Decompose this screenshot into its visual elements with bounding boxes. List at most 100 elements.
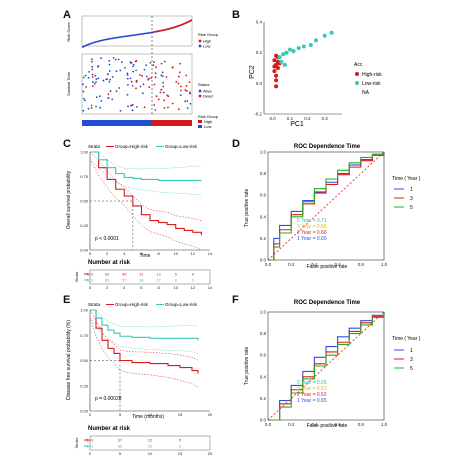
risk-count: 0 <box>192 278 195 283</box>
x-tick-label: 4 <box>123 251 126 256</box>
y-tick-label: 1.0 <box>260 150 267 155</box>
risk-count: 112 <box>87 272 94 277</box>
survival-point <box>148 86 151 89</box>
risk-count: 22 <box>148 444 153 449</box>
pca-point <box>291 49 296 54</box>
x-tick-label: 0 <box>89 412 92 417</box>
roc-curve-5-year <box>268 152 385 261</box>
x-tick-label: 0.2 <box>288 262 295 267</box>
panel-a-risk-legend: Risk Group High Low <box>198 32 219 49</box>
panel-c-km-figure: Strata Group=High-risk Group=Low-risk 0 2… <box>66 144 213 290</box>
panel-f-xlabel: False positive rate <box>307 423 348 429</box>
x-tick-label: 12 <box>191 251 196 256</box>
y-tick-label: 0.50 <box>80 199 89 204</box>
y-tick-label: 0.25 <box>80 383 89 388</box>
ci-upper-high <box>89 309 199 361</box>
risk-count: 12 <box>156 272 161 277</box>
survival-point <box>108 70 111 72</box>
survival-point <box>180 85 182 88</box>
panel-b-pca-figure: 0.0 0.1 0.2 0.3 -0.2 0.0 0.2 0.4 PC2 PC1 Acc Hi… <box>249 20 382 129</box>
bar-legend-low-swatch <box>198 125 202 128</box>
survival-point <box>111 76 114 78</box>
risk-table-side-label: Strata <box>74 437 79 448</box>
y-tick-label: 0.4 <box>256 20 263 25</box>
survival-point <box>185 84 188 87</box>
ci-upper-high <box>89 151 202 222</box>
survival-point <box>85 86 87 88</box>
panel-f-auc-2: 2 Year = 0.62 <box>297 392 327 398</box>
risk-count: 85 <box>105 278 110 283</box>
panel-b-plot: 0.0 0.1 0.2 0.3 -0.2 0.0 0.2 0.4 <box>254 20 342 121</box>
survival-point <box>139 74 141 76</box>
panel-e-plot: 0 5 10 15 20 0.00 0.25 0.50 0.75 1.00 <box>80 308 213 418</box>
panel-c-legend-high: Group=High-risk <box>115 144 149 149</box>
survival-point <box>135 81 138 83</box>
x-tick-label: 0.0 <box>265 422 272 427</box>
survival-point <box>91 85 94 87</box>
survival-point <box>82 109 85 112</box>
risk-x-tick: 2 <box>106 285 109 290</box>
y-tick-label: 1.0 <box>260 310 267 315</box>
risk-x-tick: 0 <box>89 285 92 290</box>
roc-reference-line <box>267 151 385 261</box>
pca-point <box>274 73 279 78</box>
panel-e-km-figure: Strata Group=High-risk Group=Low-risk 0 5… <box>66 302 213 456</box>
survival-point <box>111 98 114 101</box>
y-tick-label: 0.4 <box>260 214 267 219</box>
x-tick-label: 0.2 <box>288 422 295 427</box>
survival-point <box>117 58 120 61</box>
panel-d-plot: 0.0 0.2 0.4 0.6 0.8 1.0 0.0 0.2 0.4 0.6 0.8 1.0 <box>260 150 388 268</box>
pca-point <box>277 55 282 60</box>
survival-point <box>163 99 165 102</box>
survival-point <box>189 92 191 95</box>
survival-point <box>143 68 146 71</box>
legend-dot-alive <box>198 89 202 93</box>
x-tick-label: 15 <box>178 412 183 417</box>
risk-table-frame <box>89 269 211 285</box>
panel-a-status-alive: Alive <box>203 89 212 94</box>
pca-point <box>274 78 279 83</box>
panel-f-roc-figure: ROC Dependence Time 0.0 0.2 0.4 0.6 0.8 1.00.… <box>244 300 421 429</box>
panel-f-legend: Time ( Year ) 1 3 5 <box>392 336 421 372</box>
survival-point <box>178 75 180 78</box>
panel-e-risk-title: Number at risk <box>88 426 131 432</box>
panel-c-legend-low: Group=Low-risk <box>165 144 198 149</box>
pca-point <box>288 47 292 52</box>
roc-curve-5-year <box>268 312 385 421</box>
x-tick-label: 0.8 <box>358 422 365 427</box>
survival-point <box>135 79 138 82</box>
panel-f-plot: 0.0 0.2 0.4 0.6 0.8 1.0 0.0 0.2 0.4 0.6 0.8 1.0 <box>260 310 388 428</box>
survival-point <box>119 109 122 112</box>
risk-x-tick: 12 <box>191 285 196 290</box>
survival-point <box>90 104 93 107</box>
survival-point <box>135 69 137 72</box>
panel-e-strata-label: Strata <box>88 302 101 307</box>
panel-a-risk-figure: Risk Score Survival Time Risk Group High… <box>66 15 219 129</box>
survival-point <box>130 104 132 107</box>
survival-point <box>97 77 100 80</box>
panel-a-bar-legend: Risk Group High Low <box>198 114 219 129</box>
pca-point <box>281 52 286 57</box>
survival-point <box>118 87 121 89</box>
survival-point <box>102 79 105 82</box>
panel-d-roc-figure: ROC Dependence Time 0.0 0.2 0.4 0.6 0.8 1.00.… <box>244 144 421 270</box>
x-tick-label: 0.6 <box>334 422 341 427</box>
risk-count: 5 <box>179 438 182 443</box>
survival-point <box>108 59 111 62</box>
survival-point <box>91 68 94 71</box>
panel-f-legend-title: Time ( Year ) <box>392 336 421 342</box>
panel-f-ylabel: True positive rate <box>244 347 250 386</box>
survival-point <box>100 100 103 102</box>
panel-label-d: D <box>232 138 240 150</box>
survival-point <box>160 74 163 77</box>
y-tick-label: 0.2 <box>260 236 267 241</box>
survival-point <box>108 81 111 83</box>
x-tick-label: 2 <box>106 251 109 256</box>
y-tick-label: 0.6 <box>260 193 267 198</box>
survival-point <box>186 107 189 109</box>
panel-f-auc-3: 3 Year = 0.62 <box>297 386 327 392</box>
panel-c-pvalue: p < 0.0001 <box>95 236 119 242</box>
y-tick-label: 0.50 <box>80 358 89 363</box>
survival-point <box>178 71 181 74</box>
x-tick-label: 0.4 <box>311 262 318 267</box>
